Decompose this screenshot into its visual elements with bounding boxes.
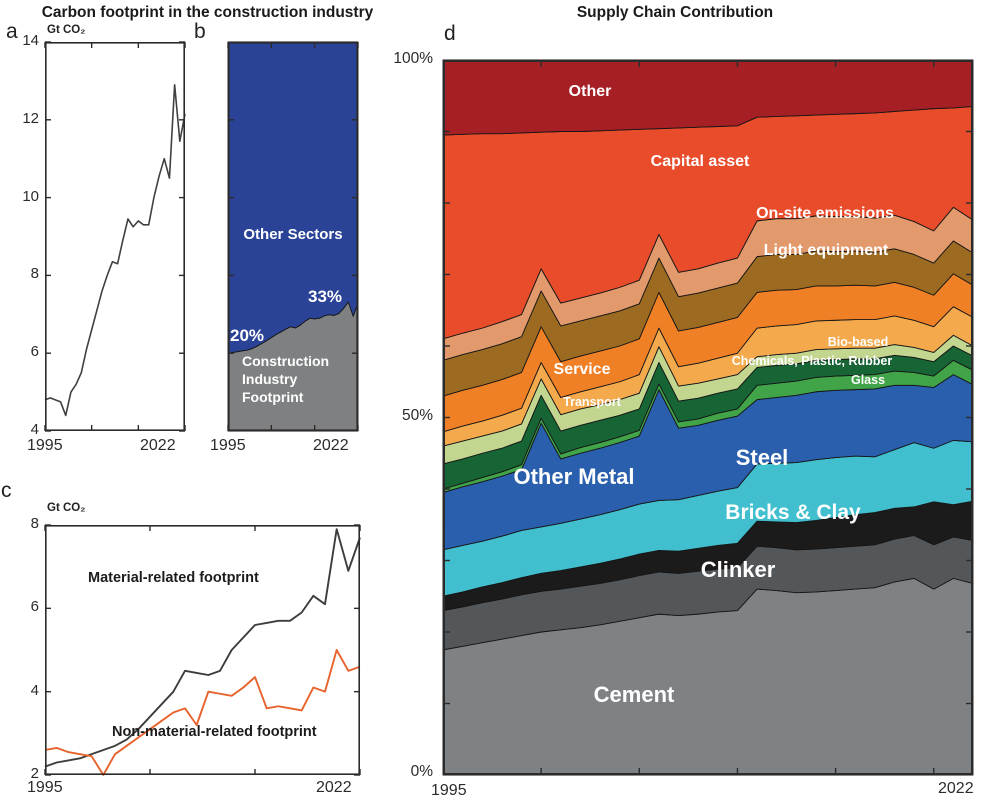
panel-a-ytick-4: 4	[30, 421, 39, 438]
panel-c-letter: c	[1, 479, 12, 502]
panel-a-xlabel-end: 2022	[140, 437, 176, 454]
panel-d-xlabel-start: 1995	[431, 782, 467, 799]
panel-a-unit-label: Gt CO₂	[47, 24, 86, 36]
panel-a-ytick-10: 10	[22, 187, 39, 205]
panel-b-other-sectors-label: Other Sectors	[243, 226, 343, 243]
area-label-other-metal: Other Metal	[513, 464, 635, 489]
area-label-capital-asset: Capital asset	[650, 153, 750, 170]
panel-b-xlabel-end: 2022	[313, 437, 349, 454]
area-label-steel: Steel	[735, 445, 789, 470]
panel-c-xlabel-start: 1995	[27, 779, 63, 796]
panel-a-ytick-12: 12	[22, 109, 39, 127]
panel-a-xlabel-start: 1995	[27, 437, 63, 454]
panel-c-ytick-8: 8	[30, 515, 39, 532]
panel-c-unit-label: Gt CO₂	[47, 502, 86, 514]
area-label-cement: Cement	[593, 682, 675, 707]
panel-d-ytick-0: 0%	[410, 763, 433, 780]
panel-a-ytick-14: 14	[22, 32, 39, 49]
panel-d-ytick-100: 100%	[393, 50, 433, 67]
panel-d-ytick-50: 50%	[401, 407, 433, 424]
panel-a-ytick-8: 8	[30, 265, 39, 283]
panel-c-non-material-label: Non-material-related footprint	[112, 724, 317, 740]
panel-b-chart	[227, 41, 359, 432]
left-figure-title: Carbon footprint in the construction ind…	[41, 4, 374, 21]
area-label-glass: Glass	[850, 373, 886, 387]
area-label-service: Service	[553, 361, 611, 378]
right-figure-title: Supply Chain Contribution	[576, 4, 774, 21]
panel-c-ytick-6: 6	[30, 598, 39, 616]
panel-a-ytick-6: 6	[30, 343, 39, 361]
panel-c-material-label: Material-related footprint	[88, 570, 259, 586]
panel-d-letter: d	[444, 22, 456, 45]
panel-c-xlabel-end: 2022	[316, 779, 352, 796]
panel-a-chart	[44, 41, 186, 432]
panel-b-construction-label: Construction Industry Footprint	[242, 353, 330, 406]
area-label-bio-based: Bio-based	[827, 335, 889, 349]
panel-c-chart	[44, 524, 361, 776]
panel-b-xlabel-start: 1995	[210, 437, 246, 454]
panel-d-chart	[442, 59, 974, 776]
area-label-clinker: Clinker	[700, 557, 776, 582]
panel-b-share-peak-label: 33%	[308, 287, 343, 306]
area-label-onsite-emissions: On-site emissions	[756, 205, 894, 222]
area-label-bricks-clay: Bricks & Clay	[725, 501, 861, 524]
panel-c-ytick-4: 4	[30, 681, 39, 699]
panel-b-letter: b	[194, 20, 206, 43]
panel-d-xlabel-end: 2022	[938, 780, 974, 797]
panel-c-ytick-2: 2	[30, 765, 39, 782]
panel-b-share-start-label: 20%	[230, 326, 265, 345]
area-label-chemicals-plastic-rubber: Chemicals, Plastic, Rubber	[731, 354, 893, 368]
area-label-light-equipment: Light equipment	[763, 242, 889, 259]
panel-a-letter: a	[6, 20, 18, 43]
area-label-other: Other	[568, 83, 612, 100]
area-label-transport: Transport	[563, 395, 621, 409]
